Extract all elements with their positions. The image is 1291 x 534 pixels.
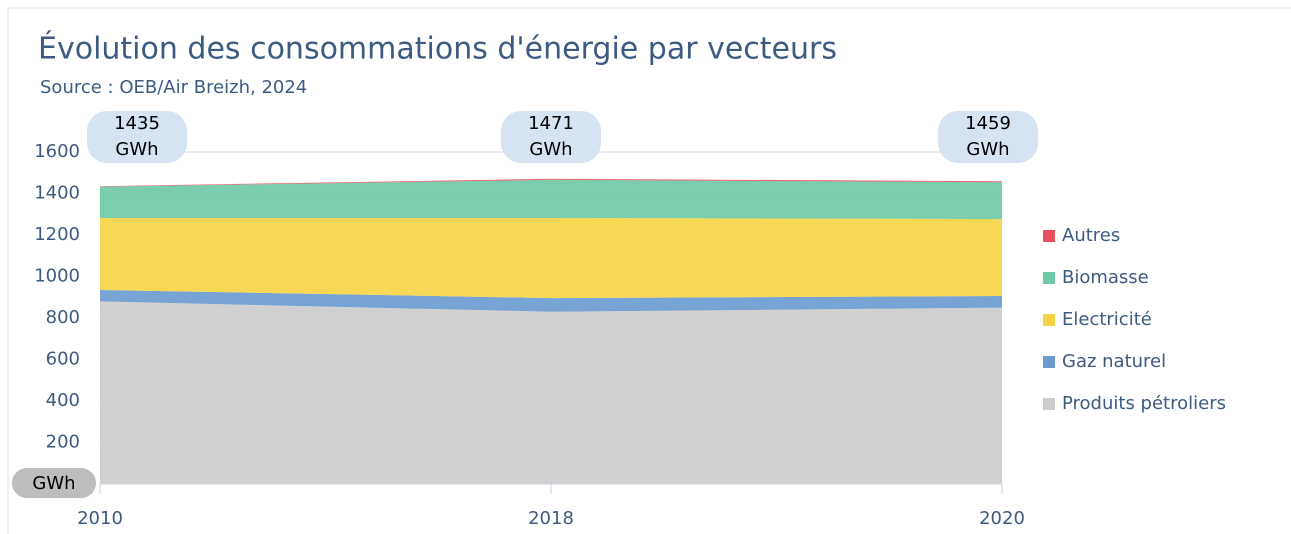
y-tick-label: 600: [46, 349, 80, 370]
area: [100, 217, 1002, 299]
y-tick-label: 800: [46, 307, 80, 328]
y-tick-label: 1400: [34, 183, 80, 204]
y-tick-label: 200: [46, 432, 80, 453]
legend-label: Autres: [1062, 225, 1120, 246]
y-tick-label: 1200: [34, 224, 80, 245]
x-tick-label: 2018: [528, 508, 574, 529]
chart-title: Évolution des consommations d'énergie pa…: [38, 31, 837, 67]
area: [100, 289, 1002, 312]
chart-subtitle: Source : OEB/Air Breizh, 2024: [40, 77, 307, 98]
y-tick-label: 1600: [34, 141, 80, 162]
legend-label: Produits pétroliers: [1062, 393, 1226, 414]
area: [100, 178, 1002, 187]
legend-label: Electricité: [1062, 309, 1152, 330]
y-tick-label: 1000: [34, 266, 80, 287]
area: [100, 301, 1002, 484]
total-label: 1435 GWh: [114, 113, 160, 160]
legend-swatch: [1043, 314, 1055, 326]
area: [100, 179, 1002, 220]
legend-swatch: [1043, 356, 1055, 368]
x-tick-label: 2020: [979, 508, 1025, 529]
x-tick-label: 2010: [77, 508, 123, 529]
y-unit-label: GWh: [32, 473, 75, 494]
legend-swatch: [1043, 230, 1055, 242]
legend-swatch: [1043, 398, 1055, 410]
total-badge: [87, 111, 187, 163]
total-badge: [938, 111, 1038, 163]
total-label: 1471 GWh: [528, 113, 574, 160]
total-label: 1459 GWh: [965, 113, 1011, 160]
legend-label: Biomasse: [1062, 267, 1149, 288]
unit-badge: [12, 468, 96, 498]
y-tick-label: 400: [46, 390, 80, 411]
total-badge: [501, 111, 601, 163]
legend-swatch: [1043, 272, 1055, 284]
legend-label: Gaz naturel: [1062, 351, 1166, 372]
